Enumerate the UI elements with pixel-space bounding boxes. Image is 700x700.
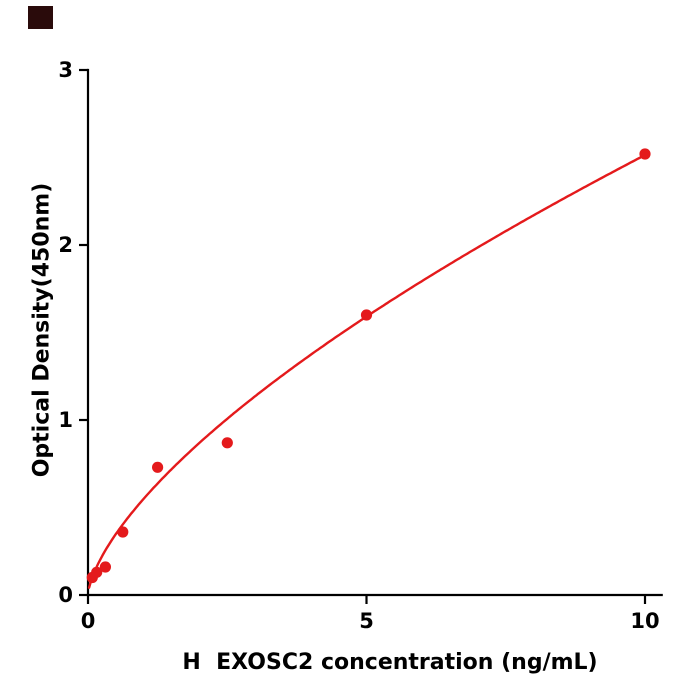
y-tick-label: 0	[58, 583, 73, 607]
x-tick-label: 10	[630, 609, 659, 633]
data-point	[99, 561, 111, 573]
y-axis-label: Optical Density(450nm)	[29, 182, 55, 478]
data-point	[639, 148, 651, 160]
data-point	[221, 437, 233, 449]
data-point	[360, 309, 373, 321]
x-axis-label: H EXOSC2 concentration (ng/mL)	[182, 650, 598, 675]
x-tick-label: 5	[359, 609, 374, 633]
y-tick-label: 3	[58, 58, 73, 82]
data-point	[91, 566, 103, 578]
fit-curve	[87, 153, 647, 589]
data-point	[117, 526, 129, 538]
y-tick-label: 2	[58, 233, 73, 257]
corner-mark	[28, 6, 53, 29]
x-tick-label: 0	[81, 609, 96, 633]
data-point	[152, 461, 164, 473]
y-tick-label: 1	[58, 408, 73, 432]
